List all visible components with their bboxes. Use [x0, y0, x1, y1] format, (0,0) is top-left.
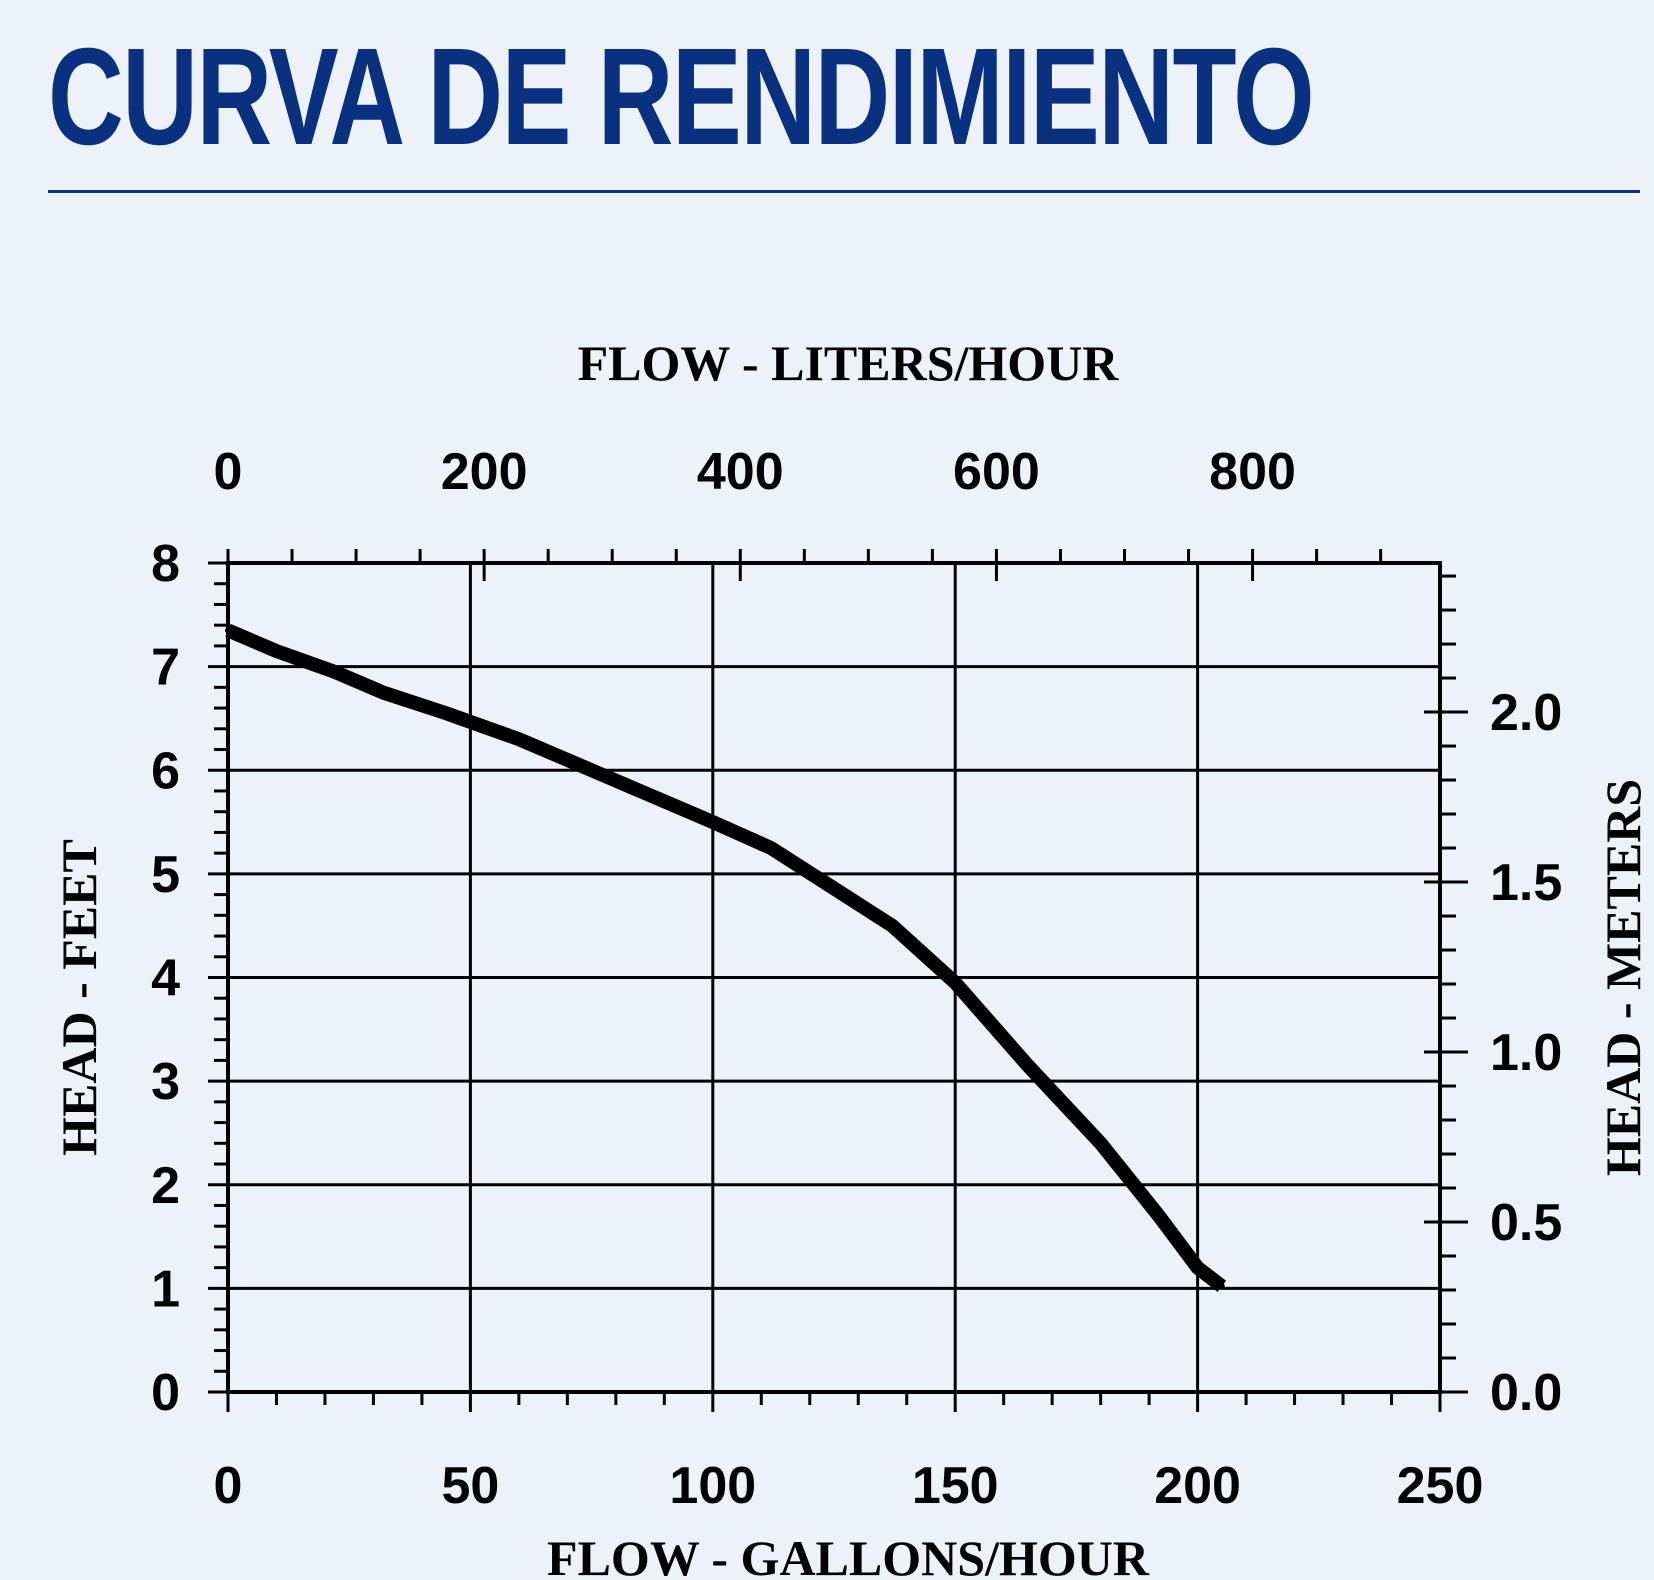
y-tick-label: 0 [151, 1364, 180, 1422]
curve-point [661, 798, 668, 805]
performance-curve-layer [225, 623, 1227, 1292]
axis-ticks [208, 549, 1468, 1412]
curve-point [1097, 1140, 1104, 1147]
curve-point [889, 922, 896, 929]
x-tick-label: 250 [1397, 1457, 1484, 1515]
curve-point [952, 979, 959, 986]
x2-tick-label: 200 [441, 443, 528, 501]
y-tick-label: 2 [151, 1157, 180, 1215]
curve-point [225, 627, 231, 634]
y-tick-label: 4 [151, 950, 180, 1008]
title-divider [48, 190, 1640, 193]
curve-point [331, 668, 338, 675]
curve-point [816, 876, 823, 883]
page-title: CURVA DE RENDIMIENTO [48, 20, 1315, 174]
curve-point [709, 819, 716, 826]
y2-tick-label: 2.0 [1490, 684, 1562, 742]
x-tick-label: 0 [214, 1457, 243, 1515]
curve-point [1194, 1264, 1201, 1271]
x2-tick-label: 400 [697, 443, 784, 501]
y2-tick-label: 1.0 [1490, 1024, 1562, 1082]
y-tick-label: 6 [151, 742, 180, 800]
y-tick-label: 7 [151, 639, 180, 697]
bottom-axis-title: FLOW - GALLONS/HOUR [547, 1530, 1150, 1580]
curve-point [767, 844, 774, 851]
x-tick-label: 200 [1154, 1457, 1241, 1515]
x-tick-label: 50 [441, 1457, 499, 1515]
x2-tick-label: 0 [214, 443, 243, 501]
curve-point [1024, 1062, 1031, 1069]
y2-tick-label: 0.5 [1490, 1194, 1562, 1252]
curve-point [273, 648, 280, 655]
curve-point [515, 736, 522, 743]
top-axis-title: FLOW - LITERS/HOUR [578, 335, 1120, 391]
performance-curve-line [225, 623, 1227, 1292]
grid-lines [228, 563, 1440, 1392]
x-tick-label: 100 [669, 1457, 756, 1515]
x2-tick-label: 600 [953, 443, 1040, 501]
y-tick-label: 1 [151, 1260, 180, 1318]
curve-point [380, 689, 387, 696]
curve-point [1155, 1212, 1162, 1219]
y-tick-label: 5 [151, 846, 180, 904]
curve-point [588, 767, 595, 774]
y2-tick-label: 0.0 [1490, 1364, 1562, 1422]
x2-tick-label: 800 [1209, 443, 1296, 501]
y2-tick-label: 1.5 [1490, 854, 1562, 912]
y-tick-label: 8 [151, 535, 180, 593]
right-axis-title: HEAD - METERS [1595, 779, 1651, 1176]
x-tick-label: 150 [912, 1457, 999, 1515]
curve-point [1218, 1283, 1225, 1290]
left-axis-title: HEAD - FEET [51, 839, 107, 1156]
curve-point [443, 710, 450, 717]
y-tick-label: 3 [151, 1053, 180, 1111]
